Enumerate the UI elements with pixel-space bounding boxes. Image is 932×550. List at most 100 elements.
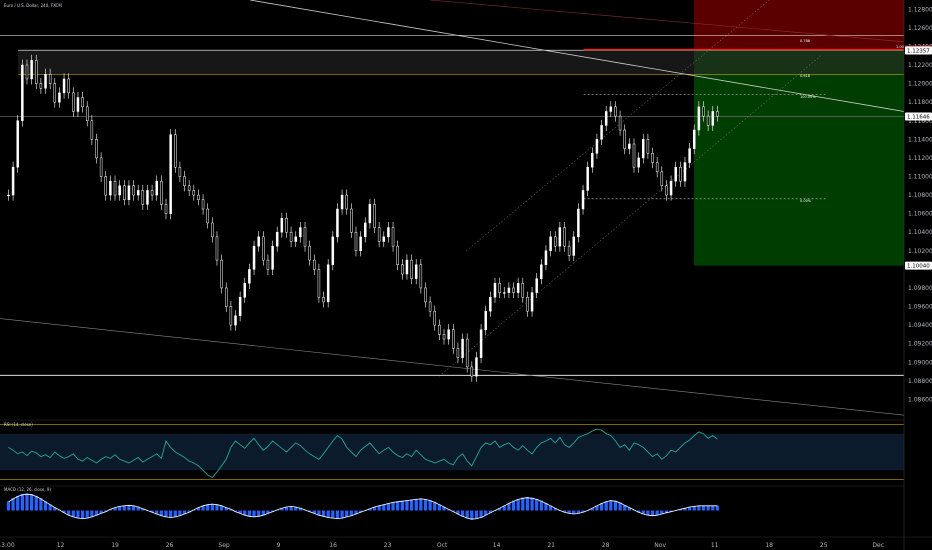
macd-histogram-bar: [141, 508, 145, 511]
candle: [683, 162, 687, 182]
drawing-label: 100.00%: [800, 95, 816, 99]
macd-histogram-bar: [67, 510, 71, 516]
candle: [503, 292, 506, 294]
price-tick-label: 1.10600: [908, 211, 932, 218]
time-axis[interactable]: 13:00 12 19 26 Sep 9 16 23 Oct 14 21 28 Nov 11 18 25 Dec: [0, 536, 932, 549]
macd-histogram-bar: [270, 510, 275, 512]
candle: [414, 264, 418, 279]
macd-histogram-bar: [71, 510, 75, 518]
macd-pane[interactable]: 0.00000: [0, 485, 932, 520]
price-tag-label: 1.11646: [907, 114, 930, 120]
candle: [206, 208, 209, 224]
macd-histogram-bar: [29, 493, 34, 511]
macd-histogram-bar: [484, 510, 488, 516]
candle: [475, 357, 478, 377]
channel-line: [438, 55, 821, 377]
time-tick-label: 19: [111, 542, 119, 549]
price-tick-label: 1.09400: [908, 322, 932, 329]
macd-histogram-bar: [433, 501, 437, 511]
candle: [595, 139, 599, 154]
macd-histogram-bar: [155, 510, 159, 515]
macd-histogram-bar: [400, 500, 404, 511]
candle: [544, 250, 548, 265]
macd-histogram-bar: [409, 499, 414, 511]
candle: [211, 222, 214, 238]
macd-histogram-bar: [321, 510, 326, 517]
price-tag: [905, 112, 932, 121]
macd-histogram-bar: [437, 504, 442, 511]
macd-histogram-bar: [706, 505, 710, 511]
candle: [646, 139, 650, 154]
candle: [53, 83, 57, 103]
candle: [419, 264, 423, 289]
drawing-label: 0.618: [800, 74, 810, 78]
macd-histogram-bar: [479, 510, 483, 518]
candle: [331, 236, 335, 265]
macd-histogram-bar: [669, 510, 673, 512]
candle: [456, 348, 460, 358]
price-tick-label: 1.09800: [908, 285, 932, 292]
candle: [540, 264, 543, 279]
price-tag-label: 1.10040: [907, 264, 930, 270]
price-axis[interactable]: 1.128001.126001.124001.122001.120001.118…: [903, 0, 932, 550]
macd-histogram-bar: [604, 501, 608, 511]
macd-histogram-bar: [678, 509, 682, 511]
macd-histogram-bar: [48, 504, 52, 511]
candle: [7, 194, 10, 197]
candle: [62, 78, 66, 94]
candle: [516, 283, 520, 293]
price-tick-label: 1.09600: [908, 304, 932, 311]
macd-histogram-bar: [692, 506, 696, 511]
macd-histogram-bar: [173, 510, 177, 518]
macd-title: MACD (12, 26, close, 9): [4, 487, 51, 492]
candle: [285, 218, 288, 233]
macd-histogram-bar: [419, 498, 423, 511]
candle: [160, 180, 163, 205]
macd-histogram-bar: [252, 510, 256, 518]
macd-histogram-bar: [641, 510, 645, 515]
time-tick-label: Sep: [218, 542, 230, 549]
candle: [252, 245, 256, 270]
macd-histogram-bar: [576, 510, 581, 514]
macd-histogram-bar: [474, 510, 479, 520]
candle: [563, 227, 566, 247]
candle: [637, 157, 640, 168]
candle: [577, 208, 580, 238]
candle: [507, 287, 511, 293]
price-tag: [905, 261, 932, 270]
macd-histogram-bar: [386, 503, 391, 511]
candle: [257, 236, 260, 247]
candle: [692, 129, 696, 149]
time-tick-label: 25: [820, 542, 828, 549]
candle: [58, 92, 61, 103]
candle: [326, 264, 330, 303]
candle: [123, 185, 126, 200]
candle: [428, 301, 432, 312]
macd-histogram-bar: [43, 501, 48, 511]
macd-histogram-bar: [456, 510, 460, 515]
candle: [363, 222, 367, 238]
macd-histogram-bar: [90, 510, 94, 518]
candle: [581, 190, 585, 210]
candle: [706, 115, 710, 126]
macd-histogram-bar: [590, 508, 594, 511]
macd-histogram-bar: [516, 498, 520, 511]
candle: [697, 106, 701, 131]
price-tick-label: 1.12200: [908, 62, 932, 69]
candle: [567, 245, 571, 256]
candle: [655, 162, 659, 173]
candle: [553, 236, 557, 247]
candle: [262, 236, 265, 261]
macd-histogram-bar: [238, 510, 242, 514]
candle: [521, 283, 525, 298]
candle: [493, 283, 497, 298]
macd-histogram-bar: [118, 506, 122, 511]
drawing-label: 1.00: [896, 45, 904, 49]
macd-histogram-bar: [11, 498, 15, 511]
candle: [178, 166, 182, 177]
macd-histogram-bar: [502, 505, 506, 511]
price-pane[interactable]: 0.786 100.00% 0.00% 1.00 0.618: [0, 0, 905, 416]
candle: [711, 111, 715, 126]
candle: [498, 283, 501, 293]
